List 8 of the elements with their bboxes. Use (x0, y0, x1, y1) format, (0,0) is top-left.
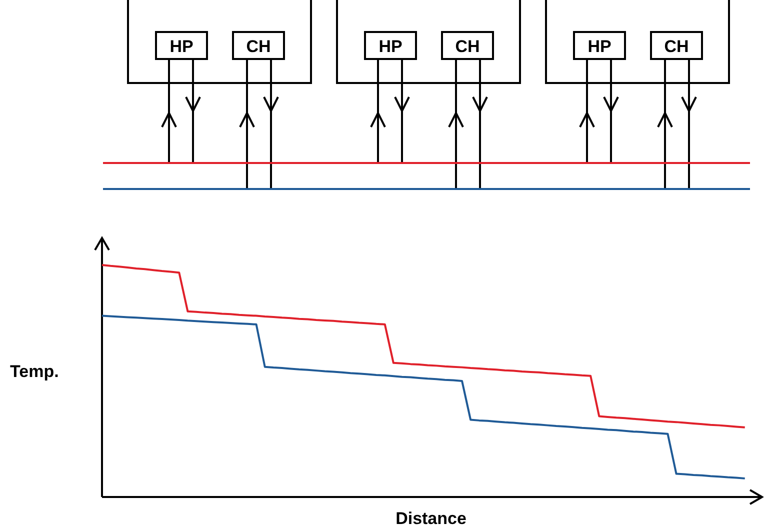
text: CH (455, 37, 480, 56)
y-axis-title: Temp. (10, 362, 59, 381)
text: HP (378, 37, 402, 56)
x-axis-title: Distance (396, 509, 466, 528)
text: HP (170, 37, 194, 56)
text: CH (246, 37, 271, 56)
text: CH (664, 37, 689, 56)
text: HP (588, 37, 612, 56)
